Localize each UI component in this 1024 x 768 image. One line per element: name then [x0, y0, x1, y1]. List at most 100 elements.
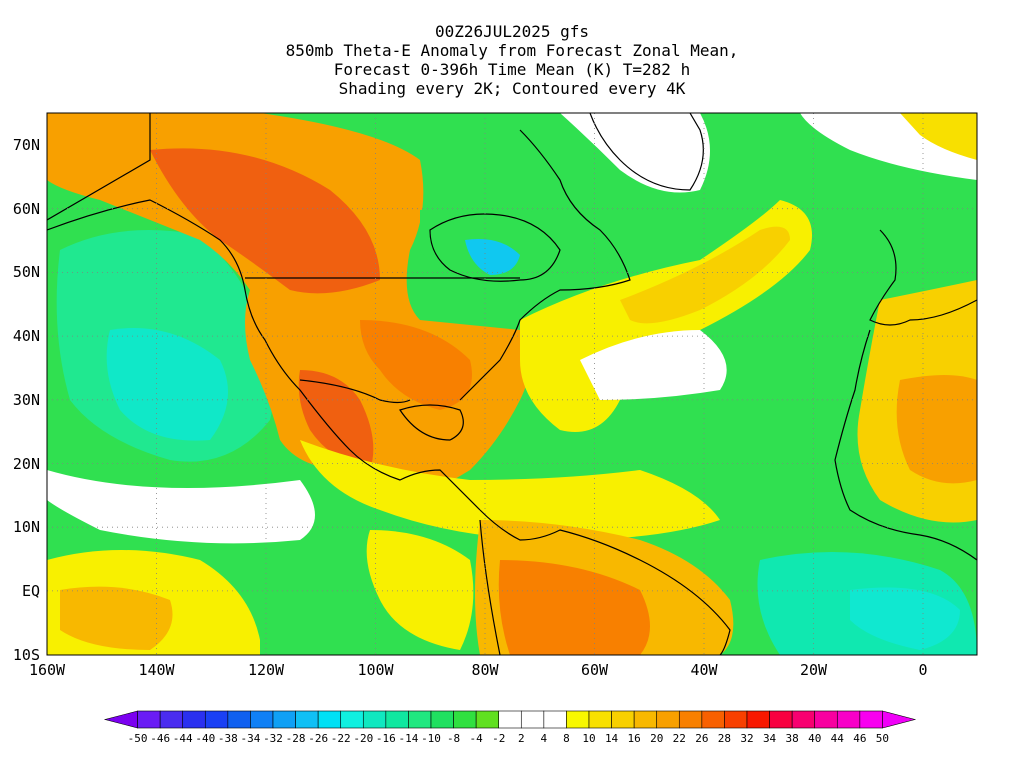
colorbar-label: 22: [672, 732, 686, 745]
colorbar-swatch: [204, 710, 229, 729]
colorbar-label: -28: [285, 732, 306, 745]
title-line-3: Forecast 0-396h Time Mean (K) T=282 h: [333, 60, 691, 79]
colorbar-swatch: [430, 710, 454, 729]
colorbar-label: 8: [563, 732, 570, 745]
colorbar-label: 2: [517, 732, 525, 745]
colorbar-label: -16: [375, 732, 396, 745]
colorbar-swatch: [701, 710, 725, 729]
canada-hot-region: [150, 148, 380, 294]
colorbar-swatch: [566, 710, 590, 729]
lon-label: 140W: [138, 661, 175, 679]
colorbar-label: -40: [195, 732, 216, 745]
lon-label: 60W: [580, 661, 609, 679]
colorbar-swatch: [227, 710, 251, 729]
colorbar-swatch: [836, 710, 861, 729]
colorbar-label: -50: [127, 732, 148, 745]
colorbar-label: 34: [762, 732, 777, 745]
lat-label: 50N: [12, 263, 40, 282]
lat-label: 30N: [12, 390, 40, 409]
tropical-pacific-orange: [60, 586, 173, 650]
south-america-coast: [479, 509, 731, 655]
south-america-hot: [498, 560, 650, 655]
colorbar-swatch: [769, 710, 793, 729]
atlantic-neutral-patch: [580, 330, 727, 400]
colorbar-label: 46: [853, 732, 867, 745]
colorbar-swatch: [656, 710, 680, 729]
lon-label: 100W: [357, 661, 394, 679]
colorbar-swatch: [791, 710, 816, 729]
colorbar-label: 44: [830, 732, 844, 745]
coastlines: [47, 113, 977, 655]
africa-coast: [834, 329, 977, 561]
colorbar-swatch: [103, 710, 138, 729]
hudson-cool-region: [420, 206, 612, 295]
colorbar: [103, 710, 917, 729]
colorbar-swatch: [250, 710, 274, 729]
title-line-1: 00Z26JUL2025 gfs: [434, 22, 590, 41]
lon-label: 80W: [471, 661, 499, 679]
lat-label: 10N: [12, 518, 40, 537]
europe-coast: [869, 229, 977, 326]
hudson-bay: [429, 213, 561, 282]
shading-field: [47, 113, 977, 655]
colorbar-label: 14: [604, 732, 619, 745]
lat-label: 10S: [12, 645, 40, 664]
colorbar-label: 20: [650, 732, 664, 745]
plot-frame: [46, 112, 978, 656]
sahara-hot-region: [896, 375, 977, 484]
colorbar-swatch: [746, 710, 770, 729]
colorbar-swatch: [159, 710, 184, 729]
colorbar-label: 50: [875, 732, 890, 745]
colorbar-swatch: [272, 710, 296, 729]
lon-label: 160W: [28, 661, 66, 679]
colorbar-swatch: [385, 710, 409, 729]
colorbar-label: -14: [398, 732, 419, 745]
colorbar-swatch: [859, 710, 883, 729]
colorbar-swatch: [588, 710, 612, 729]
colorbar-label: -38: [217, 732, 238, 745]
colorbar-swatch: [317, 710, 342, 729]
colorbar-label: -46: [150, 732, 171, 745]
colorbar-label: -4: [469, 732, 483, 745]
colorbar-swatch: [543, 710, 567, 729]
pacific-coast: [47, 199, 481, 511]
eastern-pacific-neutral: [47, 470, 315, 544]
title-line-4: Shading every 2K; Contoured every 4K: [338, 79, 686, 98]
colorbar-label: 40: [808, 732, 822, 745]
colorbar-label: -34: [240, 732, 261, 745]
colorbar-swatch: [814, 710, 838, 729]
colorbar-label: -20: [353, 732, 374, 745]
colorbar-swatch: [475, 710, 500, 729]
lat-label: EQ: [21, 581, 40, 600]
colorbar-label: -10: [421, 732, 441, 745]
galapagos-warm-patch: [366, 530, 474, 650]
caribbean-band: [300, 440, 720, 540]
hudson-cold-core: [465, 239, 520, 275]
map-title: 00Z26JUL2025 gfs 850mb Theta-E Anomaly f…: [0, 22, 1024, 98]
colorbar-label: -2: [492, 732, 506, 745]
lat-label: 20N: [12, 454, 40, 473]
lon-label: 0: [918, 661, 928, 679]
colorbar-swatch: [340, 710, 364, 729]
lon-label: 20W: [799, 661, 828, 679]
colorbar-label: 28: [717, 732, 732, 745]
colorbar-swatch: [882, 710, 917, 729]
pacific-cold-core: [106, 328, 228, 441]
colorbar-swatch: [182, 710, 206, 729]
colorbar-swatch: [678, 710, 703, 729]
atlantic-orange-band: [620, 226, 790, 324]
lat-label: 70N: [12, 136, 40, 154]
lon-label: 120W: [247, 661, 285, 679]
greenland-coast: [589, 113, 704, 191]
colorbar-swatch: [408, 710, 432, 729]
greenland-neutral: [560, 113, 710, 193]
us-hot-region: [360, 320, 472, 410]
colorbar-label: -26: [308, 732, 329, 745]
title-line-2: 850mb Theta-E Anomaly from Forecast Zona…: [285, 41, 739, 60]
colorbar-label: 32: [740, 732, 754, 745]
colorbar-label: -32: [263, 732, 283, 745]
alaska-border: [47, 113, 151, 221]
colorbar-label: 26: [695, 732, 709, 745]
mexico-hot-region: [298, 370, 374, 470]
